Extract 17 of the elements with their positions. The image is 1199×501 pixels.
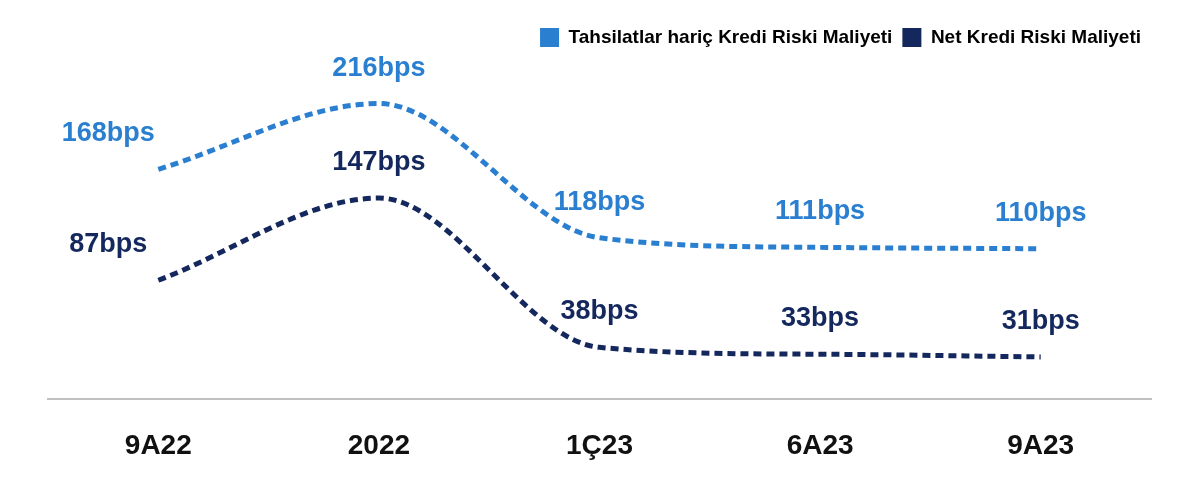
x-tick-label: 9A23: [1007, 428, 1075, 460]
data-label: 87bps: [69, 228, 148, 259]
x-tick-label: 9A22: [124, 428, 192, 460]
data-label: 118bps: [553, 185, 646, 216]
x-tick-label: 1Ç23: [566, 428, 633, 460]
legend-label: Tahsilatlar hariç Kredi Riski Maliyeti: [568, 25, 893, 47]
data-label: 147bps: [332, 146, 426, 177]
data-label: 168bps: [61, 117, 155, 148]
data-label: 111bps: [775, 195, 866, 226]
data-label: 38bps: [560, 295, 639, 326]
data-label: 216bps: [332, 51, 426, 82]
data-label: 33bps: [781, 302, 860, 333]
x-tick-label: 6A23: [786, 428, 854, 460]
data-label: 110bps: [994, 196, 1087, 227]
data-label: 31bps: [1001, 304, 1080, 335]
legend-label: Net Kredi Riski Maliyeti: [930, 25, 1141, 47]
x-tick-label: 2022: [347, 428, 411, 460]
